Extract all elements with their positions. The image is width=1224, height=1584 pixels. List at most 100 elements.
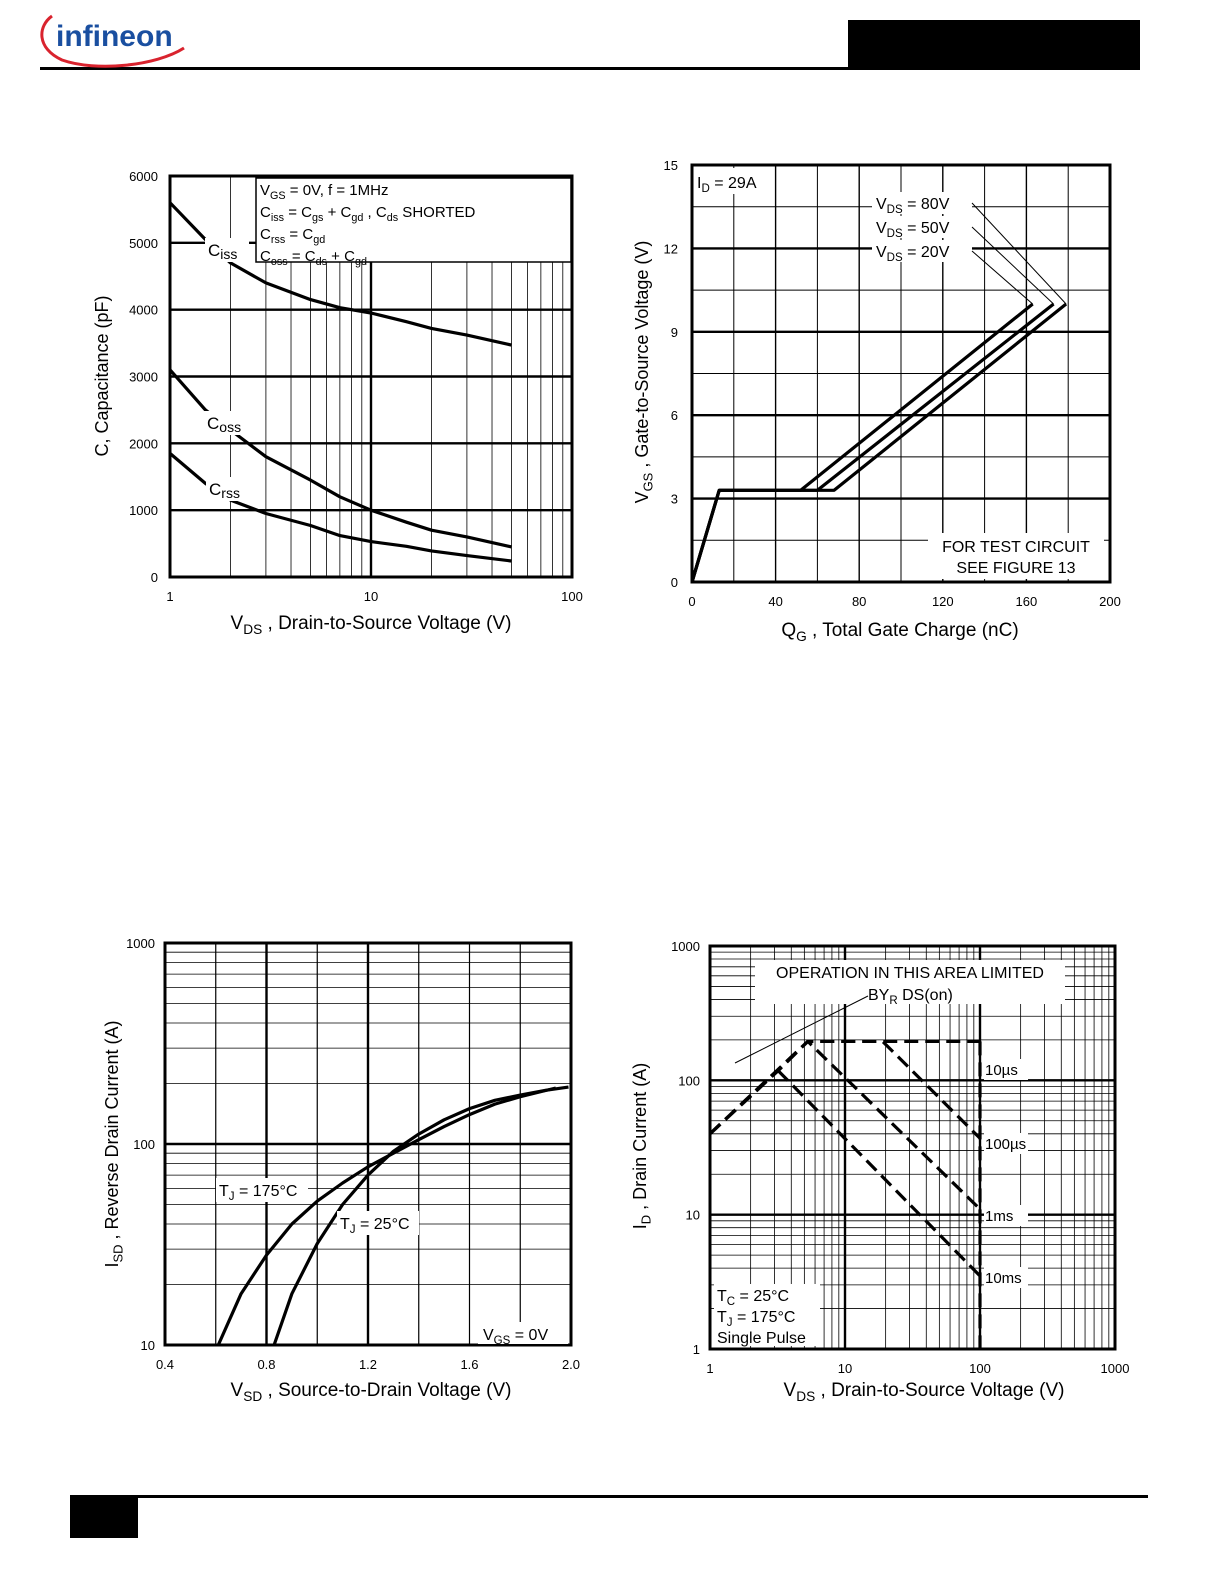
header-black-bar: [848, 20, 1140, 70]
cap-series-ciss-line: [168, 201, 512, 347]
soa-limited-annotation-bg: [755, 960, 1065, 1004]
infineon-logo-icon: infineon: [40, 14, 185, 68]
bd-plot-frame: [163, 941, 573, 1347]
gc-series-label: VDS = 20V: [876, 244, 950, 264]
soa-y-axis-label: ID , Drain Current (A): [630, 1063, 654, 1229]
cap-y-tick-label: 4000: [129, 303, 158, 318]
soa-x-tick-label: 100: [969, 1361, 991, 1376]
cap-series-label-bg: [204, 411, 248, 435]
gc-y-tick-label: 9: [671, 325, 678, 340]
soa-series-label-bg: [984, 1133, 1028, 1154]
bd-series-label-bg: [337, 1211, 419, 1235]
bd-series-line: [216, 1086, 557, 1346]
bd-y-axis-label: ISD , Reverse Drain Current (A): [102, 1020, 126, 1267]
gc-series-line: [690, 302, 1034, 583]
bd-x-tick-label: 0.8: [257, 1357, 275, 1372]
cap-x-axis-label: VDS , Drain-to-Source Voltage (V): [231, 613, 512, 637]
gc-test-circuit-line: SEE FIGURE 13: [956, 560, 1075, 577]
soa-series-label: 10ms: [985, 1270, 1022, 1287]
soa-rds-leader: [734, 995, 869, 1064]
gc-test-circuit-bg: [928, 533, 1104, 579]
soa-y-tick-label: 100: [678, 1073, 700, 1088]
bd-series-label-175: TJ = 175°C: [219, 1183, 297, 1203]
cap-plot-frame: [168, 174, 574, 579]
cap-legend-line: Ciss = Cgs + Cgd , Cds SHORTED: [260, 204, 476, 224]
gc-x-tick-label: 200: [1099, 594, 1121, 609]
bd-x-tick-label: 1.6: [460, 1357, 478, 1372]
bd-series-label-bg: [216, 1178, 308, 1202]
soa-plot-frame: [708, 944, 1117, 1351]
soa-series-label: 1ms: [985, 1208, 1013, 1225]
logo-text: infineon: [56, 20, 173, 53]
soa-limited-annotation-line: BYR DS(on): [868, 987, 953, 1007]
gc-y-axis-label: VGS , Gate-to-Source Voltage (V): [632, 241, 656, 504]
soa-x-tick-label: 10: [838, 1361, 852, 1376]
cap-series-crss-label: Crss: [209, 480, 240, 501]
soa-series-label: 100µs: [985, 1136, 1026, 1153]
bd-x-axis-label: VSD , Source-to-Drain Voltage (V): [231, 1380, 512, 1404]
gc-series-line: [690, 302, 1068, 583]
cap-x-tick-label: 100: [561, 589, 583, 604]
gc-series-leader: [971, 250, 1033, 305]
soa-series-line: [777, 1069, 982, 1278]
bd-x-tick-label: 1.2: [359, 1357, 377, 1372]
gc-y-tick-label: 15: [664, 158, 678, 173]
bd-y-tick-label: 1000: [126, 936, 155, 951]
soa-series-label-bg: [984, 1205, 1028, 1226]
bd-y-tick-label: 100: [133, 1137, 155, 1152]
cap-legend-box: [255, 177, 572, 263]
cap-y-axis-label: C, Capacitance (pF): [92, 295, 112, 456]
soa-conditions-line: Single Pulse: [717, 1330, 806, 1347]
cap-series-label-bg: [206, 477, 250, 501]
soa-series-line: [708, 1039, 982, 1211]
footer-rule: [70, 1495, 1148, 1498]
gc-series-label-bg: [872, 192, 972, 214]
soa-conditions-line: TC = 25°C: [717, 1288, 789, 1308]
bd-x-tick-label: 0.4: [156, 1357, 174, 1372]
soa-series-label-bg: [984, 1267, 1028, 1288]
soa-x-tick-label: 1000: [1101, 1361, 1130, 1376]
soa-series-label: 10µs: [985, 1062, 1018, 1079]
soa-y-tick-label: 1: [693, 1342, 700, 1357]
gc-series-label-bg: [872, 240, 972, 262]
gc-y-tick-label: 3: [671, 492, 678, 507]
gc-series-label-bg: [872, 216, 972, 238]
header-rule: [40, 67, 1140, 70]
soa-limited-annotation-line: OPERATION IN THIS AREA LIMITED: [776, 965, 1044, 982]
soa-conditions-bg: [714, 1284, 820, 1346]
gc-plot-frame: [690, 163, 1112, 584]
cap-y-tick-label: 3000: [129, 370, 158, 385]
cap-series-crss-line: [168, 452, 512, 563]
gc-series-leader: [971, 226, 1054, 305]
gc-series-line: [690, 302, 1055, 583]
gc-x-tick-label: 0: [688, 594, 695, 609]
gc-series-leader: [971, 202, 1067, 305]
cap-series-coss-line: [168, 368, 512, 549]
bd-vgs-annotation: VGS = 0V: [483, 1327, 548, 1347]
gc-test-circuit-line: FOR TEST CIRCUIT: [942, 539, 1090, 556]
gc-x-axis-label: QG , Total Gate Charge (nC): [781, 620, 1018, 644]
cap-y-tick-label: 5000: [129, 236, 158, 251]
cap-x-tick-label: 1: [166, 589, 173, 604]
cap-y-tick-label: 1000: [129, 503, 158, 518]
cap-series-ciss-label: Ciss: [208, 241, 237, 262]
gc-x-tick-label: 160: [1016, 594, 1038, 609]
footer-page-box: [70, 1495, 138, 1538]
gc-x-tick-label: 40: [768, 594, 782, 609]
cap-series-coss-label: Coss: [207, 414, 241, 435]
bd-series-line: [272, 1085, 569, 1346]
soa-series-line: [708, 1039, 982, 1140]
bd-vgs-annotation-bg: [478, 1322, 568, 1344]
soa-series-line: [708, 1039, 980, 1135]
gc-y-tick-label: 12: [664, 241, 678, 256]
gc-series-label: VDS = 80V: [876, 196, 950, 216]
gc-id-annotation-bg: [694, 168, 774, 194]
cap-series-label-bg: [205, 238, 249, 262]
gc-y-tick-label: 0: [671, 575, 678, 590]
soa-x-axis-label: VDS , Drain-to-Source Voltage (V): [784, 1380, 1065, 1404]
gc-id-annotation: ID = 29A: [697, 175, 757, 195]
